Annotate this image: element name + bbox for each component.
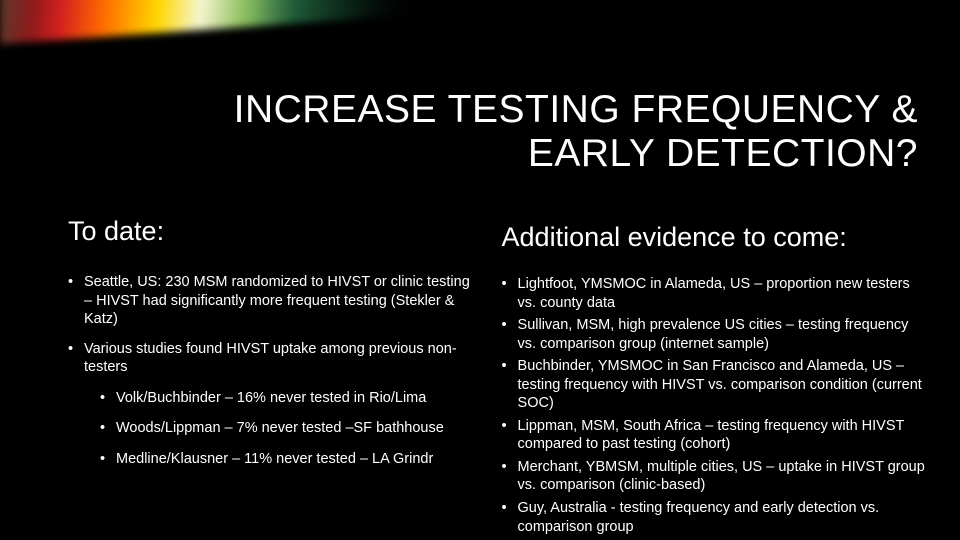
list-item: Sullivan, MSM, high prevalence US cities… bbox=[502, 316, 930, 353]
list-item: Volk/Buchbinder – 16% never tested in Ri… bbox=[100, 389, 482, 408]
bullet-text: Various studies found HIVST uptake among… bbox=[84, 341, 457, 376]
bullet-text: Buchbinder, YMSMOC in San Francisco and … bbox=[518, 358, 922, 411]
right-heading: Additional evidence to come: bbox=[502, 222, 930, 253]
slide-container: INCREASE TESTING FREQUENCY & EARLY DETEC… bbox=[0, 0, 960, 540]
bullet-text: Seattle, US: 230 MSM randomized to HIVST… bbox=[84, 274, 470, 327]
sub-bullet-list: Volk/Buchbinder – 16% never tested in Ri… bbox=[84, 389, 482, 469]
bullet-text: Medline/Klausner – 11% never tested – LA… bbox=[116, 451, 433, 467]
list-item: Lippman, MSM, South Africa – testing fre… bbox=[502, 417, 930, 454]
left-column: To date: Seattle, US: 230 MSM randomized… bbox=[68, 216, 482, 540]
bullet-text: Guy, Australia - testing frequency and e… bbox=[518, 500, 880, 535]
left-heading: To date: bbox=[68, 216, 482, 247]
list-item: Seattle, US: 230 MSM randomized to HIVST… bbox=[68, 273, 482, 329]
bullet-text: Woods/Lippman – 7% never tested –SF bath… bbox=[116, 420, 444, 436]
list-item: Lightfoot, YMSMOC in Alameda, US – propo… bbox=[502, 275, 930, 312]
list-item: Medline/Klausner – 11% never tested – LA… bbox=[100, 450, 482, 469]
bullet-text: Volk/Buchbinder – 16% never tested in Ri… bbox=[116, 390, 426, 406]
bullet-text: Lippman, MSM, South Africa – testing fre… bbox=[518, 418, 905, 453]
content-columns: To date: Seattle, US: 230 MSM randomized… bbox=[68, 216, 930, 540]
bullet-text: Merchant, YBMSM, multiple cities, US – u… bbox=[518, 459, 925, 494]
bullet-text: Sullivan, MSM, high prevalence US cities… bbox=[518, 317, 909, 352]
list-item: Guy, Australia - testing frequency and e… bbox=[502, 499, 930, 536]
bullet-text: Lightfoot, YMSMOC in Alameda, US – propo… bbox=[518, 276, 910, 311]
left-bullet-list: Seattle, US: 230 MSM randomized to HIVST… bbox=[68, 273, 482, 468]
list-item: Various studies found HIVST uptake among… bbox=[68, 340, 482, 469]
right-bullet-list: Lightfoot, YMSMOC in Alameda, US – propo… bbox=[502, 275, 930, 536]
list-item: Woods/Lippman – 7% never tested –SF bath… bbox=[100, 419, 482, 438]
slide-title: INCREASE TESTING FREQUENCY & EARLY DETEC… bbox=[180, 88, 918, 175]
list-item: Merchant, YBMSM, multiple cities, US – u… bbox=[502, 458, 930, 495]
list-item: Buchbinder, YMSMOC in San Francisco and … bbox=[502, 357, 930, 413]
right-column: Additional evidence to come: Lightfoot, … bbox=[502, 216, 930, 540]
